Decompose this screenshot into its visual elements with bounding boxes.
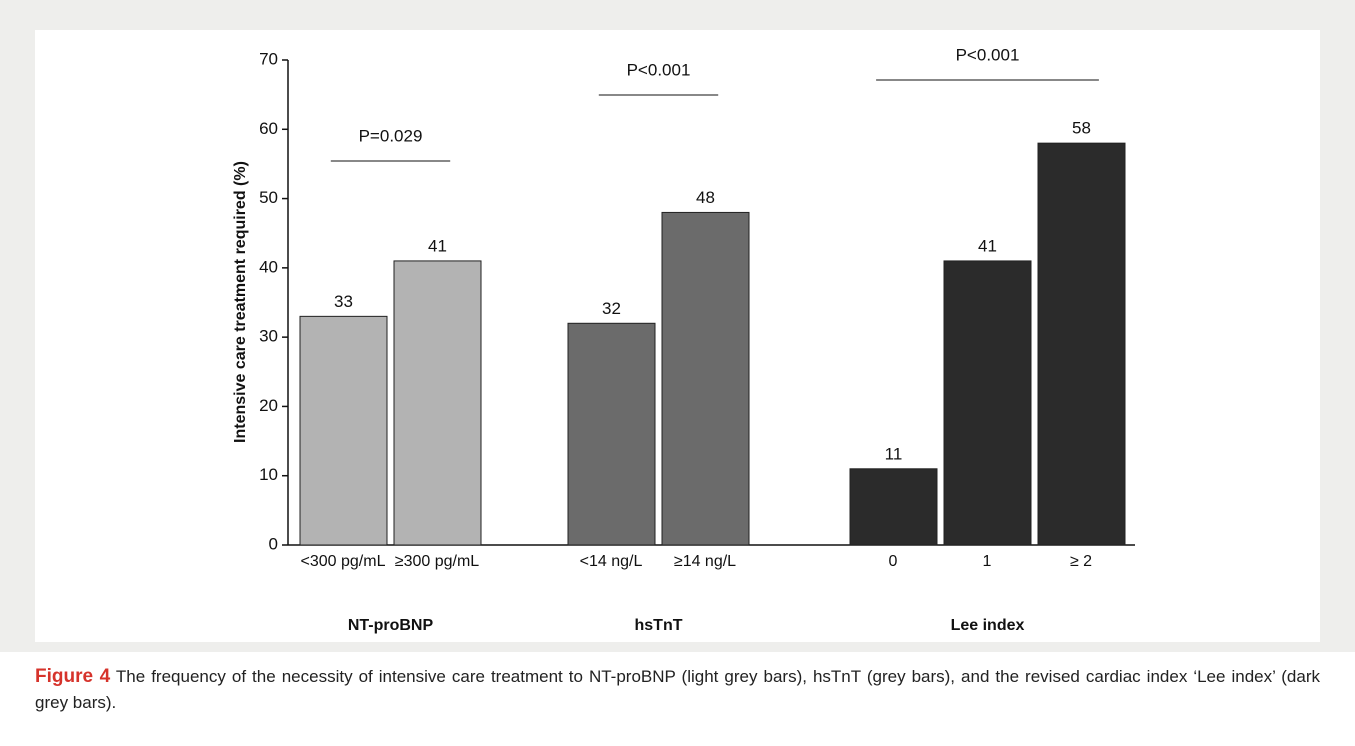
x-tick-label: 1 xyxy=(982,553,992,570)
y-tick-label: 30 xyxy=(259,327,278,346)
p-value: P=0.029 xyxy=(359,126,423,145)
caption-text: The frequency of the necessity of intens… xyxy=(35,667,1320,712)
y-tick-label: 50 xyxy=(259,188,278,207)
caption: Figure 4 The frequency of the necessity … xyxy=(35,664,1320,716)
x-tick-label: ≥14 ng/L xyxy=(673,553,737,570)
p-value: P<0.001 xyxy=(627,60,691,79)
y-tick-label: 20 xyxy=(259,396,278,415)
value-label: 58 xyxy=(1072,119,1091,138)
value-label: 41 xyxy=(428,236,447,255)
y-tick-label: 0 xyxy=(269,534,278,553)
chart: Intensive care treatment required (%) 0 1… xyxy=(232,45,1135,634)
p-value: P<0.001 xyxy=(956,45,1020,64)
bar xyxy=(393,260,482,546)
x-tick-label: 0 xyxy=(888,553,898,570)
bar xyxy=(299,315,388,546)
x-tick-label: <300 pg/mL xyxy=(300,553,386,570)
group-label: hsTnT xyxy=(635,617,683,634)
bar xyxy=(567,322,656,546)
x-tick-label: ≥ 2 xyxy=(1069,553,1093,570)
value-label: 48 xyxy=(696,188,715,207)
bar xyxy=(943,260,1032,546)
bar xyxy=(849,468,938,546)
y-tick-label: 70 xyxy=(259,49,278,68)
value-label: 41 xyxy=(978,236,997,255)
bar xyxy=(661,211,750,546)
y-tick-label: 10 xyxy=(259,465,278,484)
x-tick-label: ≥300 pg/mL xyxy=(394,553,480,570)
value-label: 33 xyxy=(334,292,353,311)
y-tick-label: 60 xyxy=(259,119,278,138)
y-axis-label: Intensive care treatment required (%) xyxy=(232,161,249,443)
bar xyxy=(1037,142,1126,546)
group-label: Lee index xyxy=(951,617,1025,634)
group-label: NT-proBNP xyxy=(348,617,434,634)
x-tick-label: <14 ng/L xyxy=(579,553,643,570)
value-label: 32 xyxy=(602,299,621,318)
value-label: 11 xyxy=(885,444,903,463)
y-tick-label: 40 xyxy=(259,257,278,276)
caption-label: Figure 4 xyxy=(35,666,111,687)
